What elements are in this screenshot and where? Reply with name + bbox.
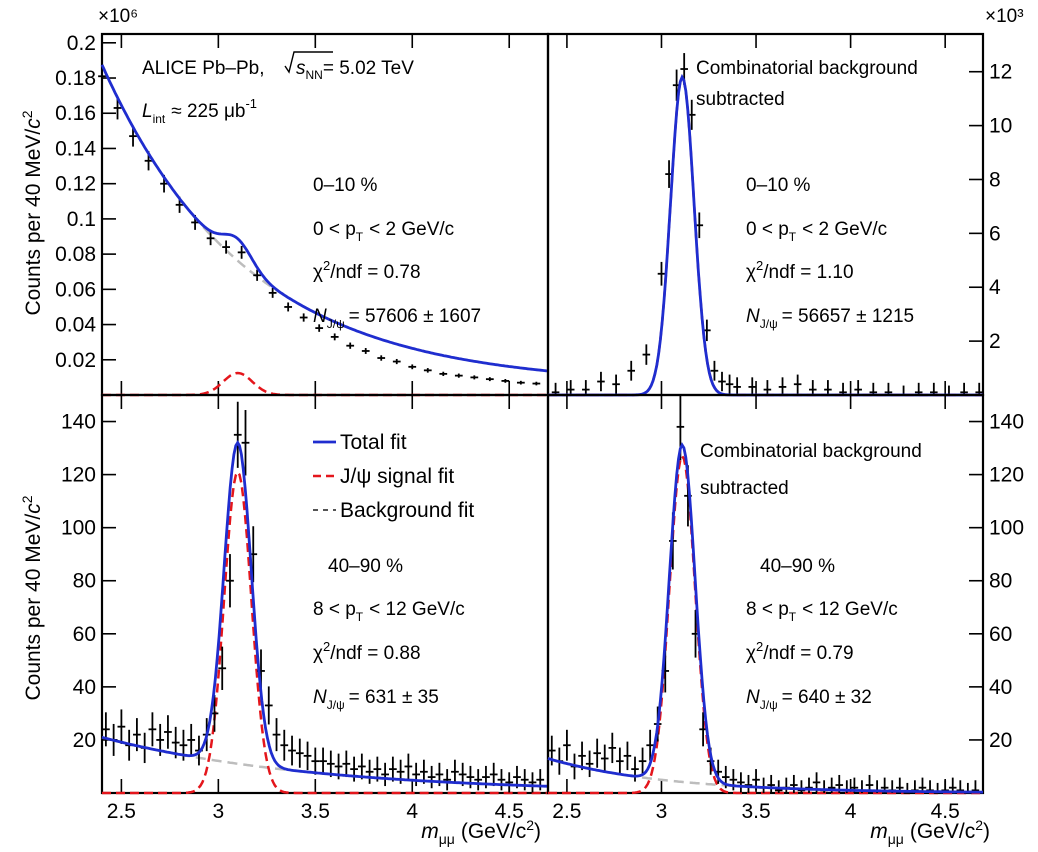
y-tick-label: 0.08 (55, 243, 96, 266)
total-fit-curve (547, 442, 983, 794)
panel-bottom-right: 20 40 60 80 100 120 140 2.5 3 3.5 4 4.5 (546, 393, 1024, 823)
pt-label: 0 < pT < 2 GeV/c (746, 219, 887, 244)
y-axis-title-bottom: Counts per 40 MeV/c2 (19, 495, 45, 700)
lumi-label: Lint ≈ 225 μb-1 (142, 96, 257, 126)
y-tick-label: 40 (989, 676, 1012, 699)
y-tick-label: 0.16 (55, 102, 96, 125)
x-tick-label: 4.5 (931, 800, 960, 823)
yield-label: NJ/ψ = 631 ± 35 (313, 687, 439, 712)
centrality-label: 0–10 % (746, 175, 811, 196)
legend-label-total: Total fit (340, 431, 407, 454)
centrality-label: 0–10 % (313, 175, 378, 196)
annotations-bottom-left: 40–90 % 8 < pT < 12 GeV/c χ2/ndf = 0.88 N… (313, 556, 465, 712)
y-tick-label: 20 (73, 729, 96, 752)
x-tick-label: 3.5 (741, 800, 770, 823)
multiplier-top-right: ×10³ (985, 6, 1024, 27)
signal-fit-curve (548, 453, 983, 795)
pt-label: 8 < pT < 12 GeV/c (746, 599, 898, 624)
y-tick-label: 12 (989, 61, 1012, 84)
y-tick-label: 20 (989, 729, 1012, 752)
x-tick-label: 3 (656, 800, 668, 823)
subtracted-title-2: subtracted (696, 89, 785, 110)
y-tick-label: 0.02 (55, 349, 96, 372)
x-tick-label: 2.5 (107, 800, 136, 823)
signal-fit-curve (102, 371, 548, 397)
pt-label: 0 < pT < 2 GeV/c (313, 219, 454, 244)
y-tick-label: 120 (61, 464, 96, 487)
subtracted-title-2: subtracted (700, 478, 789, 499)
legend-label-signal: J/ψ signal fit (340, 465, 454, 488)
yield-label: NJ/ψ = 640 ± 32 (746, 687, 872, 712)
chi2-label: χ2/ndf = 0.78 (313, 258, 421, 283)
x-tick-label: 4 (406, 800, 418, 823)
y-tick-label: 120 (989, 464, 1024, 487)
signal-fit-curve (102, 469, 548, 795)
annotations-top-right: Combinatorial background subtracted 0–10… (696, 58, 918, 331)
pt-label: 8 < pT < 12 GeV/c (313, 599, 465, 624)
y-tick-label: 0.06 (55, 278, 96, 301)
y-tick-label: 140 (989, 411, 1024, 434)
plot-frame (100, 393, 550, 795)
centrality-label: 40–90 % (760, 556, 835, 577)
y-tick-label: 0.18 (55, 67, 96, 90)
legend: Total fit J/ψ signal fit Background fit (313, 431, 474, 522)
annotations-top-left: ALICE Pb–Pb, sNN= 5.02 TeV Lint ≈ 225 μb-… (142, 51, 481, 331)
x-tick-label: 4.5 (495, 800, 524, 823)
annotations-bottom-right: Combinatorial background subtracted 40–9… (700, 441, 922, 712)
x-axis-title-right: mμμ (GeV/c2) (870, 817, 990, 847)
chi2-label: χ2/ndf = 0.88 (313, 639, 421, 664)
x-tick-label: 4 (845, 800, 857, 823)
y-axis-title-top: Counts per 40 MeV/c2 (19, 110, 45, 315)
energy-label: sNN= 5.02 TeV (296, 58, 414, 82)
sqrt-sign (284, 51, 333, 74)
x-tick-label: 2.5 (552, 800, 581, 823)
y-tick-label: 4 (989, 276, 1001, 299)
chi2-label: χ2/ndf = 0.79 (746, 639, 854, 664)
yield-label: NJ/ψ = 57606 ± 1607 (313, 306, 481, 331)
y-tick-label: 2 (989, 330, 1001, 353)
y-tick-label: 80 (989, 570, 1012, 593)
subtracted-title-1: Combinatorial background (696, 58, 918, 79)
panel-top-left: 0.02 0.04 0.06 0.08 0.1 0.12 0.14 0.16 0.18 0.2 (55, 32, 550, 397)
subtracted-title-1: Combinatorial background (700, 441, 922, 462)
y-tick-label: 0.1 (67, 208, 96, 231)
y-tick-label: 60 (73, 623, 96, 646)
chi2-label: χ2/ndf = 1.10 (746, 258, 854, 283)
legend-label-background: Background fit (340, 499, 474, 522)
multiplier-top-left: ×10⁶ (98, 6, 138, 27)
panel-bottom-left: 20 40 60 80 100 120 140 2.5 3 3.5 4 4.5 (61, 393, 550, 823)
y-tick-label: 60 (989, 623, 1012, 646)
y-tick-label: 0.04 (55, 314, 96, 337)
experiment-label: ALICE Pb–Pb, (142, 58, 265, 79)
x-tick-label: 3 (213, 800, 225, 823)
y-tick-label: 140 (61, 411, 96, 434)
plot-frame (100, 32, 550, 397)
x-axis-title-left: mμμ (GeV/c2) (421, 817, 541, 847)
y-tick-label: 100 (989, 517, 1024, 540)
x-tick-label: 3.5 (301, 800, 330, 823)
y-tick-label: 10 (989, 115, 1012, 138)
y-tick-label: 0.12 (55, 173, 96, 196)
y-tick-label: 80 (73, 570, 96, 593)
y-tick-label: 6 (989, 222, 1001, 245)
total-fit-curve (100, 64, 549, 373)
total-fit-curve (101, 440, 549, 788)
y-tick-label: 100 (61, 517, 96, 540)
y-tick-label: 8 (989, 168, 1001, 191)
yield-label: NJ/ψ = 56657 ± 1215 (746, 306, 914, 331)
y-tick-label: 0.14 (55, 137, 96, 160)
centrality-label: 40–90 % (328, 556, 403, 577)
y-tick-label: 0.2 (67, 32, 96, 55)
y-tick-label: 40 (73, 676, 96, 699)
